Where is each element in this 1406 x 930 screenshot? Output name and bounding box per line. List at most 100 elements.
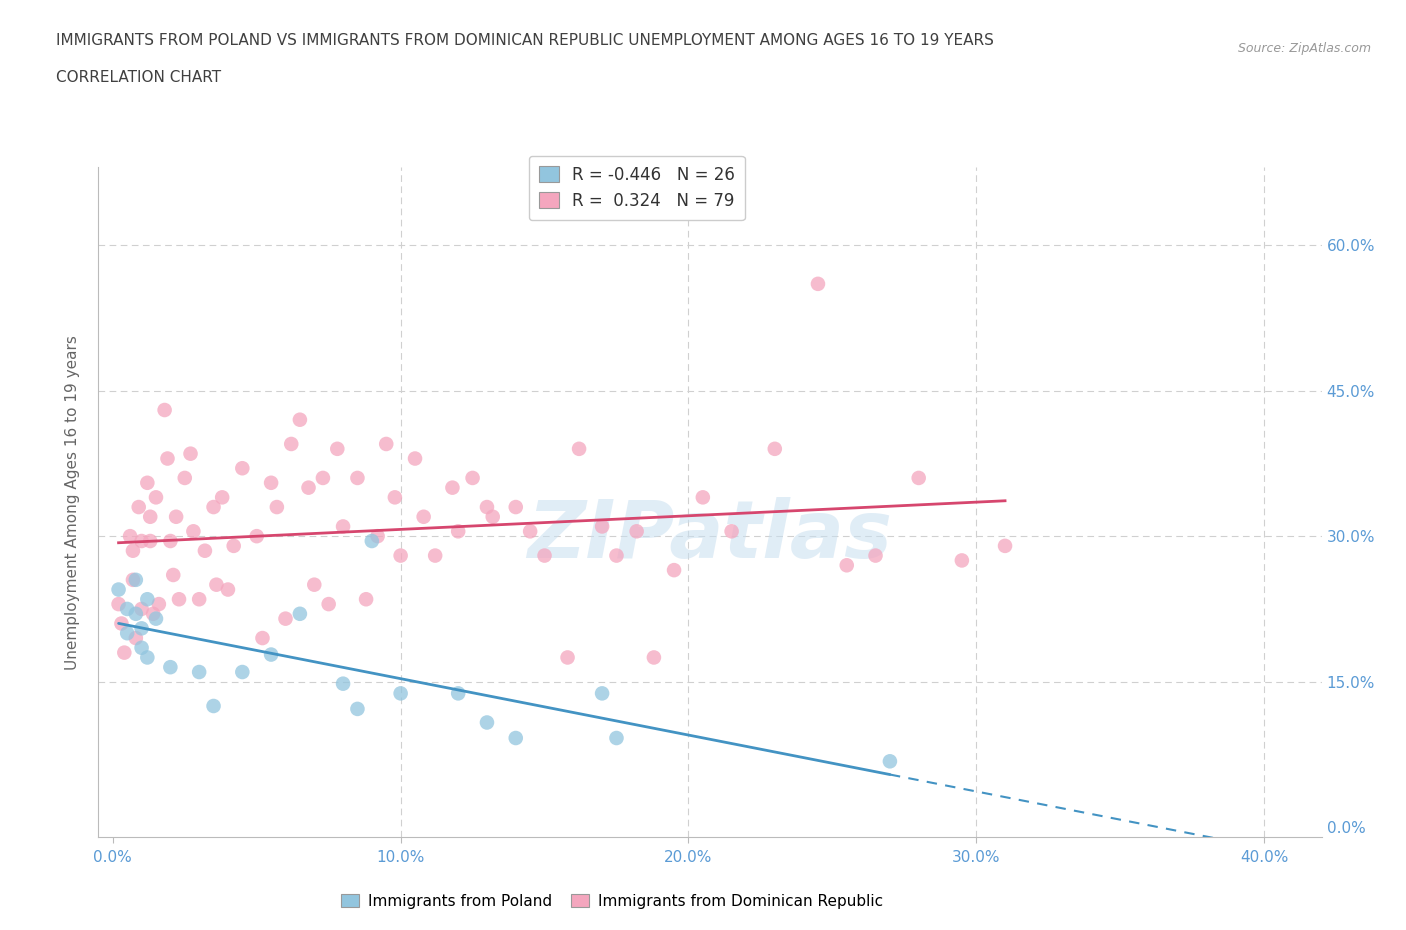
Point <box>148 597 170 612</box>
Y-axis label: Unemployment Among Ages 16 to 19 years: Unemployment Among Ages 16 to 19 years <box>65 335 80 670</box>
Point <box>505 499 527 514</box>
Point <box>202 698 225 713</box>
Point <box>107 582 129 597</box>
Point <box>835 558 858 573</box>
Point <box>318 597 340 612</box>
Point <box>346 471 368 485</box>
Point <box>404 451 426 466</box>
Legend: Immigrants from Poland, Immigrants from Dominican Republic: Immigrants from Poland, Immigrants from … <box>333 886 891 916</box>
Point <box>326 442 349 457</box>
Point <box>568 442 591 457</box>
Point <box>533 548 555 563</box>
Point <box>461 471 484 485</box>
Point <box>153 403 176 418</box>
Point <box>188 591 211 606</box>
Point <box>136 591 159 606</box>
Point <box>252 631 274 645</box>
Point <box>519 524 541 538</box>
Point <box>165 510 187 525</box>
Point <box>297 480 319 495</box>
Point <box>389 686 412 701</box>
Point <box>194 543 217 558</box>
Point <box>346 701 368 716</box>
Point <box>167 591 190 606</box>
Text: CORRELATION CHART: CORRELATION CHART <box>56 70 221 85</box>
Point <box>662 563 685 578</box>
Point <box>367 529 389 544</box>
Point <box>125 572 148 587</box>
Point <box>441 480 464 495</box>
Point <box>125 606 148 621</box>
Point <box>131 621 153 636</box>
Point <box>481 510 503 525</box>
Point <box>763 442 786 457</box>
Point <box>412 510 434 525</box>
Point <box>626 524 648 538</box>
Point <box>136 475 159 490</box>
Point <box>131 641 153 656</box>
Point <box>231 665 253 680</box>
Point <box>115 626 138 641</box>
Point <box>907 471 929 485</box>
Point <box>115 602 138 617</box>
Point <box>246 529 269 544</box>
Point <box>994 538 1017 553</box>
Point <box>505 731 527 746</box>
Point <box>173 471 195 485</box>
Point <box>159 659 181 674</box>
Point <box>112 645 135 660</box>
Point <box>266 499 288 514</box>
Point <box>183 524 205 538</box>
Point <box>384 490 406 505</box>
Text: ZIPatlas: ZIPatlas <box>527 497 893 575</box>
Point <box>211 490 233 505</box>
Point <box>475 715 498 730</box>
Point <box>360 534 382 549</box>
Point <box>807 276 830 291</box>
Point <box>605 548 627 563</box>
Point <box>231 460 253 475</box>
Point <box>159 534 181 549</box>
Point <box>304 578 326 592</box>
Point <box>188 665 211 680</box>
Point <box>447 524 470 538</box>
Point <box>288 412 311 427</box>
Point <box>447 686 470 701</box>
Point <box>692 490 714 505</box>
Point <box>180 446 202 461</box>
Point <box>122 572 145 587</box>
Point <box>107 597 129 612</box>
Point <box>156 451 179 466</box>
Point <box>162 567 184 582</box>
Point <box>131 602 153 617</box>
Point <box>125 631 148 645</box>
Point <box>136 650 159 665</box>
Point <box>865 548 887 563</box>
Point <box>389 548 412 563</box>
Point <box>205 578 228 592</box>
Point <box>354 591 377 606</box>
Point <box>139 534 162 549</box>
Point <box>591 519 613 534</box>
Point <box>375 436 398 451</box>
Point <box>202 499 225 514</box>
Point <box>332 519 354 534</box>
Point <box>643 650 665 665</box>
Point <box>120 529 142 544</box>
Point <box>280 436 302 451</box>
Point <box>605 731 627 746</box>
Point <box>142 606 165 621</box>
Point <box>425 548 447 563</box>
Point <box>332 676 354 691</box>
Point <box>110 616 132 631</box>
Point <box>128 499 150 514</box>
Point <box>475 499 498 514</box>
Point <box>122 543 145 558</box>
Point <box>950 553 973 568</box>
Text: IMMIGRANTS FROM POLAND VS IMMIGRANTS FROM DOMINICAN REPUBLIC UNEMPLOYMENT AMONG : IMMIGRANTS FROM POLAND VS IMMIGRANTS FRO… <box>56 33 994 47</box>
Point <box>145 611 167 626</box>
Text: Source: ZipAtlas.com: Source: ZipAtlas.com <box>1237 42 1371 55</box>
Point <box>557 650 579 665</box>
Point <box>260 475 283 490</box>
Point <box>288 606 311 621</box>
